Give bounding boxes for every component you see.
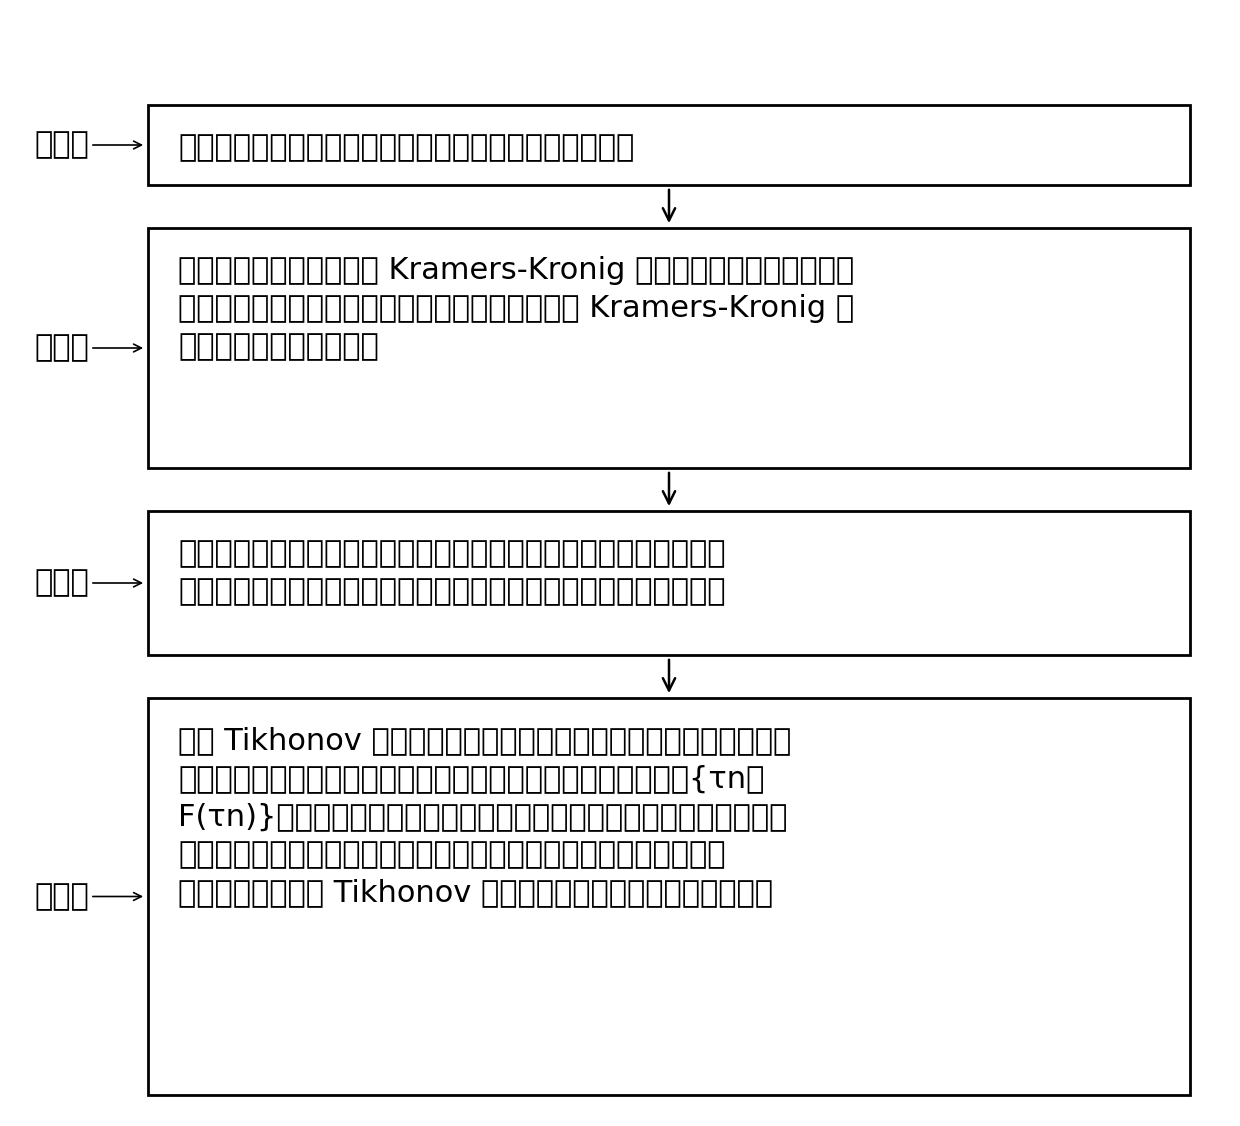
Text: 步骤一: 步骤一 xyxy=(35,131,89,160)
Text: 对阻抗实部和阻抗虚部做 Kramers-Kronig 检验，使步骤一得到的交流: 对阻抗实部和阻抗虚部做 Kramers-Kronig 检验，使步骤一得到的交流 xyxy=(179,256,854,285)
Bar xyxy=(148,698,1190,1094)
Text: 阻抗，其中，所述 Tikhonov 正则化方法为吉洪诺夫正则化方法。: 阻抗，其中，所述 Tikhonov 正则化方法为吉洪诺夫正则化方法。 xyxy=(179,878,773,908)
Bar xyxy=(148,511,1190,655)
Text: 阻抗谱数组是稳定的并且可以解析的，其中，所述 Kramers-Kronig 检: 阻抗谱数组是稳定的并且可以解析的，其中，所述 Kramers-Kronig 检 xyxy=(179,294,854,323)
Bar xyxy=(148,227,1190,468)
Text: 中的各个峰对应不同电化学过程，峰面积代表不同电化学过程的实际: 中的各个峰对应不同电化学过程，峰面积代表不同电化学过程的实际 xyxy=(179,840,725,869)
Text: 验为实部和虚部的检验；: 验为实部和虚部的检验； xyxy=(179,332,378,361)
Text: 步骤四: 步骤四 xyxy=(35,882,89,911)
Text: 步骤二: 步骤二 xyxy=(35,333,89,363)
Text: 步骤三: 步骤三 xyxy=(35,569,89,598)
Text: 分布函数的代数方程组，得到弛豫时间及弛豫时间分布函数数组{τn，: 分布函数的代数方程组，得到弛豫时间及弛豫时间分布函数数组{τn， xyxy=(179,765,764,793)
Text: F(τn)}，以弛豫时间的对数为横轴、弛豫时间分布函数为纵轴作图，图: F(τn)}，以弛豫时间的对数为横轴、弛豫时间分布函数为纵轴作图，图 xyxy=(179,802,787,831)
Bar xyxy=(148,105,1190,185)
Text: 应用 Tikhonov 正则化方法和二次规划方法求解弛豫时间和弛豫时间: 应用 Tikhonov 正则化方法和二次规划方法求解弛豫时间和弛豫时间 xyxy=(179,726,791,756)
Text: 据频率和阻抗虚部构建弛豫时间和弛豫时间分布函数的代数方程组；: 据频率和阻抗虚部构建弛豫时间和弛豫时间分布函数的代数方程组； xyxy=(179,577,725,606)
Text: 获得交流阻抗谱数组，包括频率、阻抗实部和阻抗虚部；: 获得交流阻抗谱数组，包括频率、阻抗实部和阻抗虚部； xyxy=(179,133,634,162)
Text: 在确定步骤一得到的交流阻抗谱是稳定的并且可以解析的基础上，根: 在确定步骤一得到的交流阻抗谱是稳定的并且可以解析的基础上，根 xyxy=(179,539,725,568)
